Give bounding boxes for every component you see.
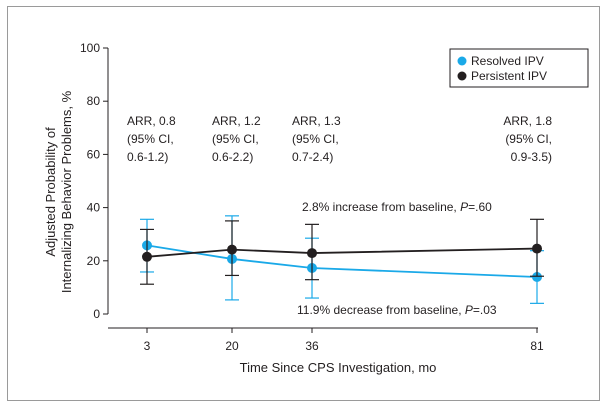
arr-annotation-line: 0.9-3.5)	[511, 150, 552, 164]
arr-annotation-line: (95% CI,	[127, 132, 174, 146]
x-ticks: 3 20 36 81	[144, 328, 544, 353]
x-axis-label: Time Since CPS Investigation, mo	[240, 360, 437, 375]
y-tick-label: 0	[93, 307, 100, 321]
arr-annotations: ARR, 0.8 (95% CI, 0.6-1.2) ARR, 1.2 (95% CI,…	[127, 114, 552, 164]
legend-marker-resolved	[457, 56, 467, 66]
arr-annotation-line: (95% CI,	[505, 132, 552, 146]
data-point	[532, 243, 542, 254]
arr-annotation-line: 0.6-1.2)	[127, 150, 168, 164]
legend: Resolved IPV Persistent IPV	[449, 48, 589, 88]
arr-annotation-line: ARR, 1.3	[292, 114, 341, 128]
arr-annotation: ARR, 0.8 (95% CI, 0.6-1.2)	[127, 114, 176, 164]
data-point	[227, 244, 237, 255]
arr-annotation-line: ARR, 0.8	[127, 114, 176, 128]
data-point	[307, 248, 317, 259]
arr-annotation-line: (95% CI,	[212, 132, 259, 146]
data-point	[532, 272, 542, 283]
arr-annotation-line: ARR, 1.8	[503, 114, 552, 128]
chart-frame: 0 20 40 60 80 100 3 20 36 81 Adjusted Probabilit…	[7, 6, 600, 401]
arr-annotation-line: (95% CI,	[292, 132, 339, 146]
x-tick-label: 20	[225, 339, 239, 353]
arr-annotation-line: 0.7-2.4)	[292, 150, 333, 164]
y-tick-label: 40	[87, 201, 101, 215]
legend-box	[449, 48, 589, 88]
arr-annotation: ARR, 1.2 (95% CI, 0.6-2.2)	[212, 114, 261, 164]
x-tick-label: 81	[530, 339, 544, 353]
arr-annotation-line: 0.6-2.2)	[212, 150, 253, 164]
series-persistent-ipv	[140, 218, 544, 285]
resolved-baseline-note: 11.9% decrease from baseline, P=.03	[297, 303, 497, 317]
line-chart: 0 20 40 60 80 100 3 20 36 81 Adjusted Probabilit…	[43, 41, 589, 375]
y-tick-label: 60	[87, 147, 101, 161]
series-line	[146, 244, 538, 278]
arr-annotation-line: ARR, 1.2	[212, 114, 261, 128]
series-line	[146, 247, 538, 258]
series-resolved-ipv	[140, 215, 544, 304]
y-axis-label-line2: Internalizing Behavior Problems, %	[59, 90, 74, 293]
arr-annotation: ARR, 1.3 (95% CI, 0.7-2.4)	[292, 114, 341, 164]
persistent-baseline-note: 2.8% increase from baseline, P=.60	[302, 200, 492, 214]
y-tick-label: 100	[80, 41, 100, 55]
y-axis-label-line1: Adjusted Probability of	[43, 127, 58, 257]
y-tick-label: 20	[87, 254, 101, 268]
legend-label-persistent: Persistent IPV	[471, 69, 547, 83]
x-tick-label: 36	[305, 339, 319, 353]
x-tick-label: 3	[144, 339, 151, 353]
legend-label-resolved: Resolved IPV	[471, 54, 544, 68]
data-point	[142, 251, 152, 262]
y-tick-label: 80	[87, 94, 101, 108]
legend-marker-persistent	[457, 71, 467, 81]
axes	[107, 48, 538, 329]
series-layer	[140, 215, 544, 304]
y-ticks: 0 20 40 60 80 100	[80, 41, 108, 321]
arr-annotation: ARR, 1.8 (95% CI, 0.9-3.5)	[503, 114, 552, 164]
